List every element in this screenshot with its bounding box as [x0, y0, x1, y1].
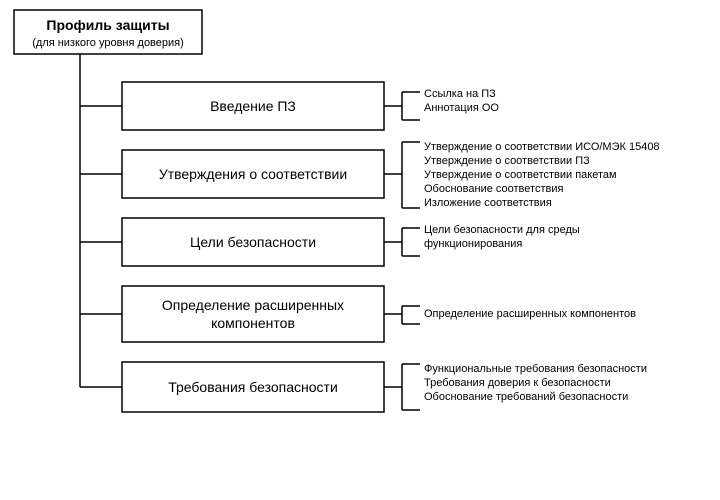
svg-text:Обоснование соответствия: Обоснование соответствия [424, 183, 563, 195]
svg-text:Утверждение о соответствии ИСО: Утверждение о соответствии ИСО/МЭК 15408 [424, 141, 660, 153]
svg-text:компонентов: компонентов [211, 315, 295, 331]
svg-text:Требования безопасности: Требования безопасности [168, 379, 338, 395]
tree-diagram: Профиль защиты (для низкого уровня довери… [0, 0, 720, 500]
svg-text:Изложение соответствия: Изложение соответствия [424, 197, 552, 209]
svg-text:Профиль защиты: Профиль защиты [46, 17, 169, 33]
svg-text:Определение расширенных: Определение расширенных [162, 297, 344, 313]
svg-text:функционирования: функционирования [424, 238, 522, 250]
svg-text:Цели безопасности: Цели безопасности [190, 234, 316, 250]
svg-text:Утверждение о соответствии ПЗ: Утверждение о соответствии ПЗ [424, 155, 590, 167]
svg-text:Обоснование требований безопас: Обоснование требований безопасности [424, 391, 628, 403]
svg-text:Аннотация ОО: Аннотация ОО [424, 102, 499, 114]
svg-text:Введение ПЗ: Введение ПЗ [210, 98, 296, 114]
svg-text:Функциональные требования безо: Функциональные требования безопасности [424, 363, 647, 375]
svg-text:Цели безопасности для среды: Цели безопасности для среды [424, 224, 580, 236]
svg-text:Ссылка на ПЗ: Ссылка на ПЗ [424, 88, 496, 100]
svg-text:(для низкого уровня доверия): (для низкого уровня доверия) [32, 37, 184, 49]
svg-text:Определение расширенных компон: Определение расширенных компонентов [424, 308, 636, 320]
svg-text:Требования доверия к безопасно: Требования доверия к безопасности [424, 377, 611, 389]
svg-text:Утверждения о соответствии: Утверждения о соответствии [159, 166, 347, 182]
svg-text:Утверждение о соответствии пак: Утверждение о соответствии пакетам [424, 169, 617, 181]
